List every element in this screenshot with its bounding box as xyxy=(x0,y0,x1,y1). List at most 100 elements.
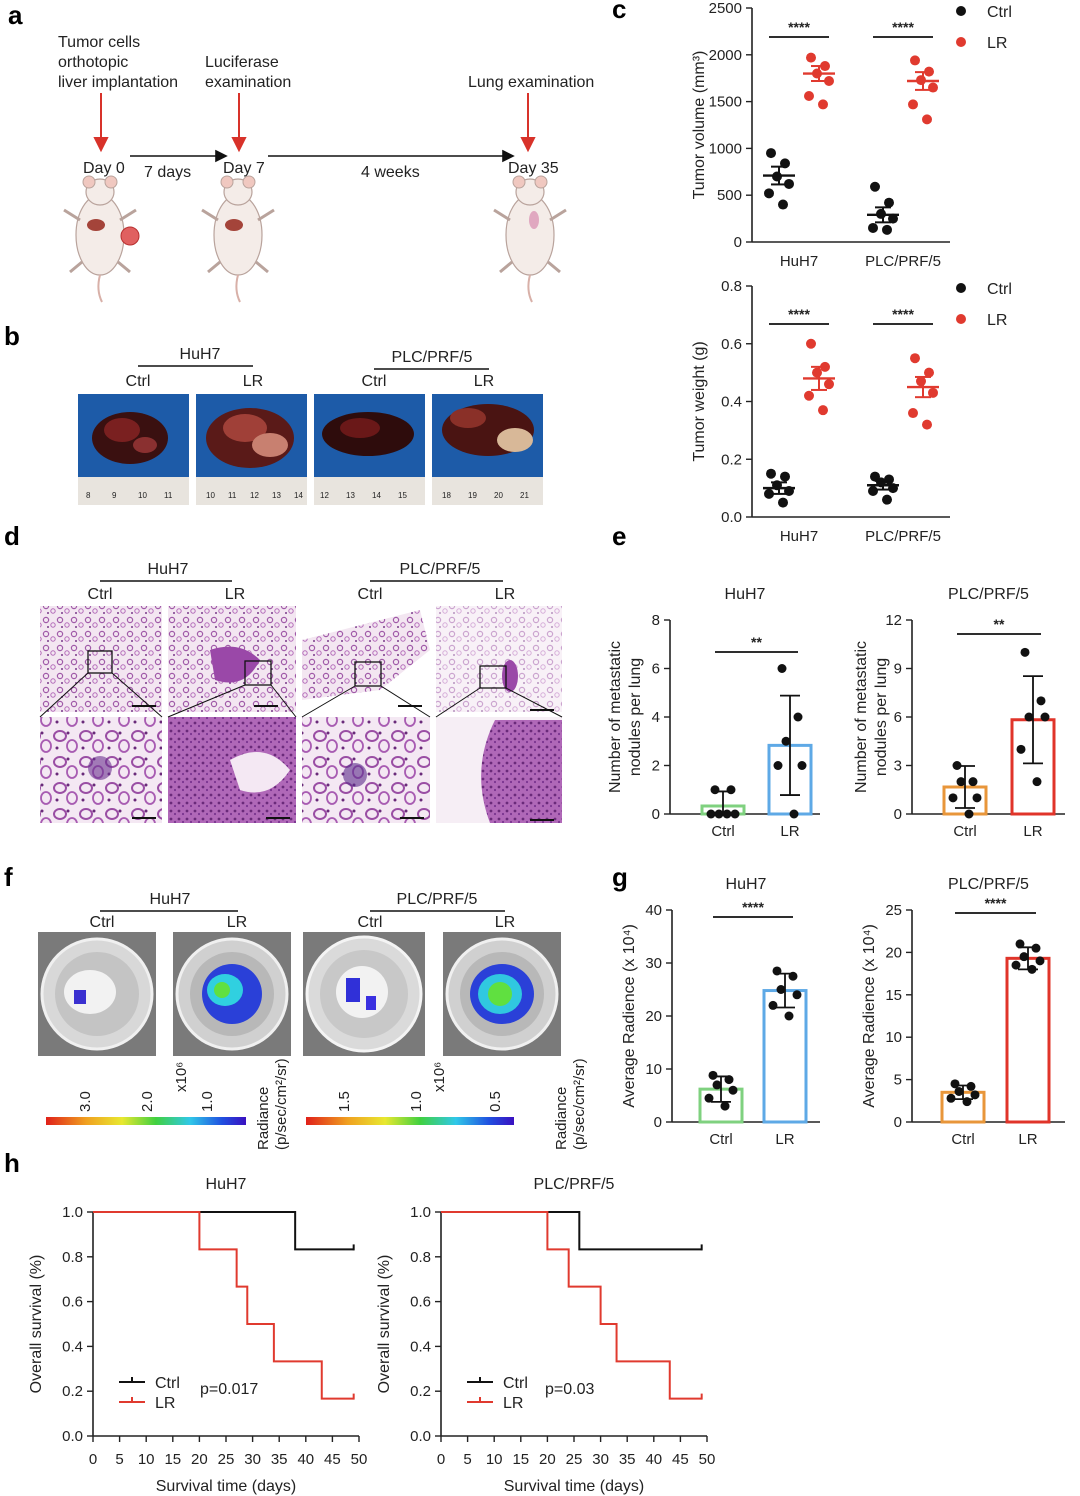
ruler-number: 8 xyxy=(86,491,91,500)
condition-label: LR xyxy=(225,586,245,603)
data-point xyxy=(868,222,878,233)
chart-title: PLC/PRF/5 xyxy=(948,586,1029,603)
tumor-photo: 12 13 14 15 xyxy=(314,394,425,505)
survival-curve xyxy=(93,1211,354,1251)
scale-tick: 1.5 xyxy=(336,1091,353,1112)
data-point xyxy=(884,474,894,485)
y-tick-label: 0.2 xyxy=(410,1383,431,1400)
significance-label: **** xyxy=(892,19,914,35)
x-tick-label: 15 xyxy=(164,1451,181,1468)
y-tick-label: 15 xyxy=(885,987,902,1004)
data-point xyxy=(972,793,982,803)
significance-label: **** xyxy=(892,306,914,322)
group-label-huh7: HuH7 xyxy=(180,346,221,363)
x-tick-label: LR xyxy=(775,1131,794,1148)
y-tick-label: 20 xyxy=(645,1008,662,1025)
data-point xyxy=(712,1080,722,1090)
radiance-scale: 3.0 2.0 1.0 x10⁶ Radiance (p/sec/cm²/sr) xyxy=(46,1058,290,1150)
chart-title: HuH7 xyxy=(725,586,766,603)
x-tick-label: Ctrl xyxy=(951,1131,974,1148)
data-point xyxy=(1032,777,1042,787)
scale-tick: 2.0 xyxy=(139,1091,156,1112)
y-tick-label: 0.0 xyxy=(721,509,742,526)
data-point xyxy=(818,405,828,416)
legend-marker xyxy=(956,314,966,324)
chart-h_huh7: 0.0 0.2 0.4 0.6 0.8 1.0 0 5 10 15 20 25 30 35 40 45 50 Hu… xyxy=(28,1176,367,1495)
interval-7-days: 7 days xyxy=(144,164,191,181)
data-point xyxy=(1011,960,1021,970)
data-point xyxy=(882,224,892,235)
data-point xyxy=(776,985,786,994)
y-tick-label: 1500 xyxy=(709,94,742,111)
mouse-icon xyxy=(201,175,275,303)
condition-label: Ctrl xyxy=(126,373,151,390)
data-point xyxy=(1031,943,1041,953)
condition-label: Ctrl xyxy=(358,586,383,603)
y-tick-label: 9 xyxy=(894,661,902,678)
panel-letter: c xyxy=(612,0,626,24)
y-axis-label: Tumor volume (mm³) xyxy=(691,51,708,200)
data-point xyxy=(888,213,898,224)
x-tick-label: 10 xyxy=(486,1451,503,1468)
histology-image xyxy=(168,606,296,823)
x-tick-label: 0 xyxy=(89,1451,97,1468)
interval-4-weeks: 4 weeks xyxy=(361,164,420,181)
group-label-plc: PLC/PRF/5 xyxy=(397,891,478,908)
tumor-photo: 10 11 12 13 14 xyxy=(196,394,307,505)
p-value: p=0.03 xyxy=(545,1381,594,1398)
data-point xyxy=(728,1085,738,1095)
ruler-number: 13 xyxy=(272,491,281,500)
x-tick-label: Ctrl xyxy=(953,823,976,840)
y-axis-label: Tumor weight (g) xyxy=(691,341,708,461)
day-0-label: Day 0 xyxy=(83,160,125,177)
chart-c_volume: 0 500 1000 1500 2000 2500 Tumor volume (mm³) Hu… xyxy=(691,0,1012,270)
y-axis-label: Overall survival (%) xyxy=(28,1255,45,1394)
data-point xyxy=(882,494,892,505)
data-point xyxy=(1027,964,1037,974)
data-point xyxy=(792,990,802,1000)
x-tick-label: 30 xyxy=(592,1451,609,1468)
data-point xyxy=(954,1086,964,1096)
panel-letter: g xyxy=(612,862,628,892)
data-point xyxy=(764,188,774,199)
chart-g_plc: 0 5 10 15 20 25 PLC/PRF/5 Average Radience (x 1… xyxy=(861,876,1065,1148)
significance-label: **** xyxy=(985,895,1007,911)
data-point xyxy=(952,761,962,770)
data-point xyxy=(778,199,788,210)
group-label-plc: PLC/PRF/5 xyxy=(392,349,473,366)
data-point xyxy=(908,408,918,419)
histology-image xyxy=(40,606,162,823)
y-tick-label: 2 xyxy=(652,758,660,775)
legend-label: Ctrl xyxy=(503,1375,528,1392)
ruler-number: 14 xyxy=(294,491,303,500)
significance-label: ** xyxy=(751,634,762,650)
group-label-huh7: HuH7 xyxy=(150,891,191,908)
scale-unit: Radiance xyxy=(255,1087,272,1150)
x-tick-label: PLC/PRF/5 xyxy=(865,528,941,545)
chart-title: PLC/PRF/5 xyxy=(534,1176,615,1193)
data-point xyxy=(908,99,918,110)
y-tick-label: 10 xyxy=(645,1061,662,1078)
y-tick-label: 1.0 xyxy=(410,1204,431,1221)
y-tick-label: 5 xyxy=(894,1072,902,1089)
y-tick-label: 20 xyxy=(885,944,902,961)
data-point xyxy=(868,486,878,497)
significance-label: ** xyxy=(994,616,1005,632)
tumor-photo: 18 19 20 21 xyxy=(432,394,543,505)
histology-image xyxy=(302,606,430,823)
data-point xyxy=(781,736,791,746)
y-tick-label: 1.0 xyxy=(62,1204,83,1221)
data-point xyxy=(924,367,934,378)
data-point xyxy=(1015,939,1025,949)
scale-multiplier: x10⁶ xyxy=(173,1062,190,1092)
legend-marker xyxy=(956,37,966,47)
data-point xyxy=(777,664,787,673)
annotation-luciferase-2: examination xyxy=(205,74,291,91)
data-point xyxy=(720,1101,730,1111)
x-tick-label: HuH7 xyxy=(780,253,818,270)
condition-label: LR xyxy=(474,373,494,390)
group-label-plc: PLC/PRF/5 xyxy=(400,561,481,578)
data-point xyxy=(956,777,966,787)
ruler-number: 21 xyxy=(520,491,529,500)
